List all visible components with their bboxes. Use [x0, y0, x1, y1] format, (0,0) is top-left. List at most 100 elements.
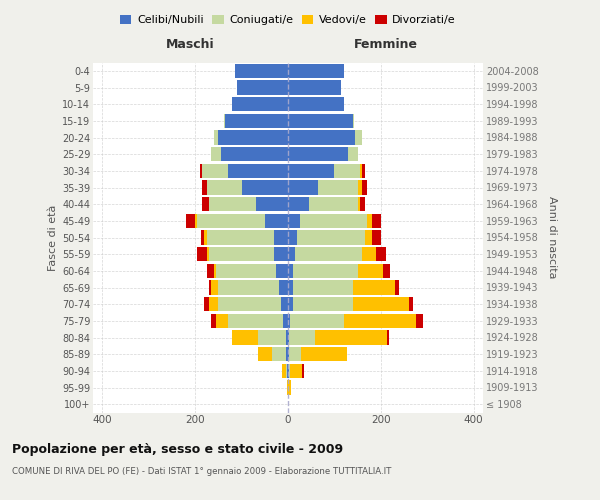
Bar: [288, 264, 293, 278]
Bar: [232, 97, 288, 112]
Bar: [288, 80, 341, 94]
Bar: [281, 297, 288, 311]
Bar: [318, 180, 358, 194]
Bar: [286, 330, 288, 344]
Bar: [224, 114, 226, 128]
Bar: [383, 264, 390, 278]
Bar: [202, 180, 207, 194]
Bar: [218, 280, 279, 294]
Y-axis label: Anni di nascita: Anni di nascita: [547, 196, 557, 278]
Bar: [288, 214, 299, 228]
Bar: [216, 314, 227, 328]
Bar: [289, 347, 301, 361]
Bar: [237, 80, 288, 94]
Bar: [288, 280, 293, 294]
Bar: [221, 147, 288, 161]
Bar: [287, 364, 288, 378]
Text: Maschi: Maschi: [166, 38, 215, 51]
Bar: [279, 280, 288, 294]
Bar: [288, 314, 290, 328]
Bar: [258, 347, 272, 361]
Bar: [209, 247, 274, 261]
Bar: [283, 314, 288, 328]
Bar: [362, 180, 367, 194]
Bar: [349, 147, 358, 161]
Bar: [288, 130, 355, 144]
Bar: [209, 280, 211, 294]
Bar: [265, 214, 288, 228]
Bar: [288, 147, 349, 161]
Text: COMUNE DI RIVA DEL PO (FE) - Dati ISTAT 1° gennaio 2009 - Elaborazione TUTTITALI: COMUNE DI RIVA DEL PO (FE) - Dati ISTAT …: [12, 468, 391, 476]
Bar: [358, 197, 360, 211]
Bar: [214, 264, 216, 278]
Legend: Celibi/Nubili, Coniugati/e, Vedovi/e, Divorziati/e: Celibi/Nubili, Coniugati/e, Vedovi/e, Di…: [116, 10, 460, 30]
Bar: [376, 247, 386, 261]
Bar: [195, 214, 197, 228]
Bar: [353, 114, 354, 128]
Bar: [288, 114, 353, 128]
Bar: [360, 197, 365, 211]
Bar: [290, 314, 344, 328]
Bar: [302, 364, 304, 378]
Bar: [207, 180, 242, 194]
Bar: [211, 147, 221, 161]
Bar: [209, 197, 256, 211]
Bar: [286, 347, 288, 361]
Bar: [211, 314, 216, 328]
Bar: [216, 264, 277, 278]
Bar: [289, 330, 315, 344]
Bar: [286, 364, 287, 378]
Bar: [334, 164, 360, 178]
Bar: [232, 330, 258, 344]
Bar: [360, 164, 362, 178]
Bar: [295, 247, 362, 261]
Bar: [288, 230, 297, 244]
Bar: [209, 297, 218, 311]
Bar: [362, 247, 376, 261]
Bar: [371, 214, 381, 228]
Bar: [272, 347, 286, 361]
Bar: [202, 164, 227, 178]
Bar: [362, 164, 365, 178]
Bar: [205, 230, 207, 244]
Bar: [277, 264, 288, 278]
Bar: [358, 180, 362, 194]
Text: Popolazione per età, sesso e stato civile - 2009: Popolazione per età, sesso e stato civil…: [12, 442, 343, 456]
Bar: [186, 214, 195, 228]
Bar: [226, 114, 288, 128]
Bar: [297, 230, 365, 244]
Bar: [258, 330, 286, 344]
Bar: [274, 230, 288, 244]
Bar: [201, 230, 205, 244]
Bar: [218, 130, 288, 144]
Bar: [207, 247, 209, 261]
Bar: [256, 197, 288, 211]
Bar: [293, 280, 353, 294]
Bar: [282, 364, 286, 378]
Bar: [353, 280, 395, 294]
Bar: [288, 247, 295, 261]
Bar: [197, 247, 207, 261]
Bar: [288, 164, 334, 178]
Bar: [274, 247, 288, 261]
Bar: [207, 264, 214, 278]
Bar: [200, 164, 202, 178]
Bar: [365, 230, 371, 244]
Bar: [355, 130, 362, 144]
Bar: [367, 214, 371, 228]
Bar: [371, 230, 381, 244]
Bar: [409, 297, 413, 311]
Bar: [358, 264, 383, 278]
Bar: [301, 347, 347, 361]
Bar: [205, 297, 209, 311]
Bar: [211, 280, 218, 294]
Bar: [353, 297, 409, 311]
Bar: [288, 330, 289, 344]
Bar: [207, 230, 274, 244]
Bar: [202, 197, 209, 211]
Bar: [299, 214, 367, 228]
Bar: [289, 380, 291, 394]
Bar: [293, 297, 353, 311]
Bar: [227, 164, 288, 178]
Bar: [235, 64, 288, 78]
